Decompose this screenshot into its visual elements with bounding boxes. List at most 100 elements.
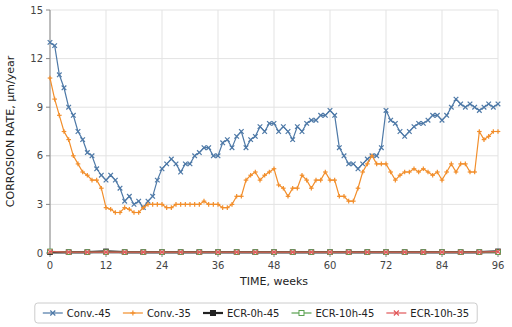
data-point (328, 250, 333, 255)
data-point (346, 162, 351, 167)
data-point (388, 170, 393, 175)
data-point (216, 154, 221, 159)
data-point-part (482, 105, 487, 110)
data-point-part (57, 73, 62, 78)
data-point-part (384, 108, 389, 113)
data-point-part (241, 194, 242, 199)
data-point-part (94, 166, 99, 171)
data-point-part (362, 170, 363, 175)
data-point-part (152, 202, 153, 207)
data-point (454, 97, 459, 102)
data-point-part (343, 194, 344, 199)
legend-marker (50, 311, 55, 316)
x-grid-line (442, 10, 443, 253)
data-point-part (463, 105, 468, 110)
data-point (85, 173, 90, 178)
data-point (178, 170, 183, 175)
data-point-part (49, 76, 50, 81)
data-point (85, 250, 90, 255)
data-point-part (267, 121, 272, 126)
data-point (286, 194, 291, 199)
data-point (304, 178, 309, 183)
data-point (197, 150, 202, 155)
data-point-part (71, 113, 76, 118)
data-point-part (143, 205, 144, 210)
x-grid-line (162, 10, 163, 253)
data-point (248, 137, 253, 142)
data-point-part (108, 173, 113, 178)
data-point (122, 250, 127, 255)
data-point-part (365, 250, 370, 255)
axes: 0122436486072849603691215 (30, 5, 504, 272)
data-point (337, 194, 342, 199)
data-point-part (416, 121, 421, 126)
data-point-part (320, 178, 321, 183)
data-point (216, 250, 221, 255)
data-point-part (491, 105, 496, 110)
y-tick-label: 12 (30, 53, 43, 64)
data-point (48, 40, 53, 45)
data-point-part (444, 113, 449, 118)
data-point-part (180, 202, 181, 207)
data-point-part (127, 194, 132, 199)
data-point-part (108, 173, 113, 178)
data-point-part (479, 129, 480, 134)
chart: 0122436486072849603691215TIME, weeksCORR… (0, 0, 512, 327)
data-point (202, 145, 207, 150)
data-point-part (76, 129, 81, 134)
legend-marker (130, 311, 135, 316)
data-point-part (66, 105, 71, 110)
data-point-part (384, 108, 389, 113)
data-point (435, 113, 440, 118)
data-point (66, 250, 71, 255)
data-point-part (323, 113, 328, 118)
x-tick-label: 72 (380, 260, 393, 271)
data-point-part (161, 202, 162, 207)
data-point-part (110, 207, 111, 212)
data-point-part (430, 113, 435, 118)
legend-label: Conv.-45 (67, 308, 111, 319)
data-point (48, 249, 53, 254)
data-point-part (325, 170, 326, 175)
y-axis-line (50, 10, 51, 253)
data-point-part (346, 250, 351, 255)
data-point-part (174, 162, 179, 167)
data-point-part (160, 250, 165, 255)
legend-item: Conv.-45 (43, 308, 111, 319)
data-point-part (329, 178, 330, 183)
data-point (239, 194, 244, 199)
data-point-part (468, 102, 473, 107)
data-point-part (281, 124, 286, 129)
data-point-part (66, 105, 71, 110)
data-point (304, 121, 309, 126)
data-point (472, 170, 477, 175)
data-point-part (259, 178, 260, 183)
data-point-part (220, 141, 225, 146)
data-point-part (122, 199, 127, 204)
legend-item: ECR-0h-45 (203, 308, 280, 319)
data-point (146, 202, 151, 207)
data-point (468, 102, 473, 107)
data-point (402, 170, 407, 175)
y-axis-label: CORROSION RATE, μm/year (4, 55, 17, 207)
data-point (486, 134, 491, 139)
data-point-part (234, 134, 239, 139)
data-point-part (248, 137, 253, 142)
data-point-part (203, 199, 204, 204)
data-point-part (304, 121, 309, 126)
data-point (440, 250, 445, 255)
data-point (328, 178, 333, 183)
data-point-part (496, 102, 501, 107)
data-point-part (129, 207, 130, 212)
data-point-part (374, 154, 379, 159)
data-point-part (339, 194, 340, 199)
data-point (220, 205, 225, 210)
data-point (118, 210, 123, 215)
data-point-part (258, 124, 263, 129)
data-point-part (402, 250, 407, 255)
data-point (150, 202, 155, 207)
data-point-part (416, 121, 421, 126)
data-point-part (150, 194, 155, 199)
data-point (174, 162, 179, 167)
data-point-part (132, 202, 137, 207)
